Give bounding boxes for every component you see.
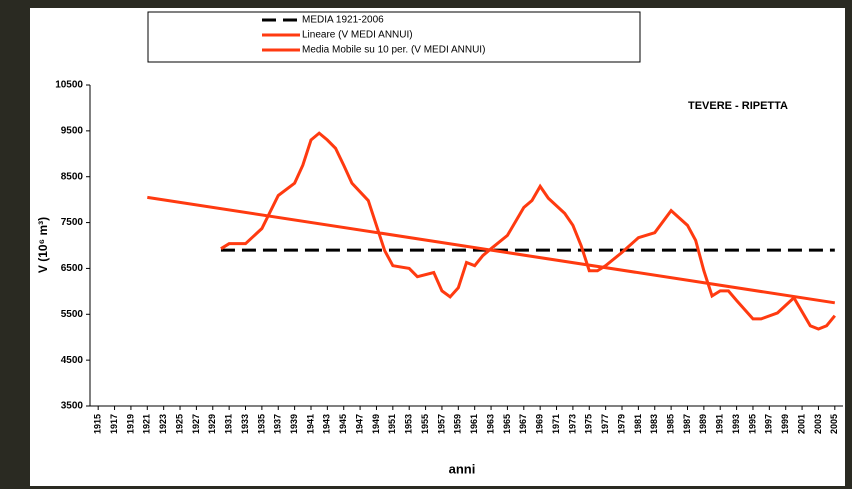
x-tick-label: 1995 bbox=[747, 414, 757, 434]
y-tick-label: 7500 bbox=[61, 217, 84, 228]
x-tick-label: 1977 bbox=[600, 414, 610, 434]
x-tick-label: 2003 bbox=[813, 414, 823, 434]
x-tick-label: 1937 bbox=[273, 414, 283, 434]
x-tick-label: 1975 bbox=[584, 414, 594, 434]
x-tick-label: 1925 bbox=[174, 414, 184, 434]
x-tick-label: 1991 bbox=[715, 414, 725, 434]
x-tick-label: 1947 bbox=[354, 414, 364, 434]
x-tick-label: 1923 bbox=[158, 414, 168, 434]
x-tick-label: 1951 bbox=[387, 414, 397, 434]
y-tick-label: 10500 bbox=[55, 80, 83, 91]
x-tick-label: 1993 bbox=[731, 414, 741, 434]
legend-label: Media Mobile su 10 per. (V MEDI ANNUI) bbox=[302, 45, 485, 56]
x-tick-label: 1927 bbox=[191, 414, 201, 434]
y-axis-label: V (10⁶ m³) bbox=[36, 217, 50, 273]
x-tick-label: 1915 bbox=[93, 414, 103, 434]
x-tick-label: 1989 bbox=[698, 414, 708, 434]
x-tick-label: 2001 bbox=[796, 414, 806, 434]
y-tick-label: 8500 bbox=[61, 171, 84, 182]
x-tick-label: 1979 bbox=[616, 414, 626, 434]
y-tick-label: 9500 bbox=[61, 125, 84, 136]
x-tick-label: 1941 bbox=[305, 414, 315, 434]
x-tick-label: 1961 bbox=[469, 414, 479, 434]
x-tick-label: 1965 bbox=[502, 414, 512, 434]
x-tick-label: 1919 bbox=[125, 414, 135, 434]
y-tick-label: 6500 bbox=[61, 263, 84, 274]
x-tick-label: 1987 bbox=[682, 414, 692, 434]
y-tick-label: 5500 bbox=[61, 309, 84, 320]
x-tick-label: 1955 bbox=[420, 414, 430, 434]
chart: TEVERE - RIPETTA anni V (10⁶ m³) 3500 450… bbox=[0, 0, 852, 489]
x-tick-label: 1929 bbox=[207, 414, 217, 434]
x-tick-label: 1973 bbox=[567, 414, 577, 434]
x-tick-label: 1997 bbox=[764, 414, 774, 434]
x-tick-label: 1931 bbox=[224, 414, 234, 434]
x-tick-label: 1921 bbox=[142, 414, 152, 434]
x-tick-label: 1963 bbox=[485, 414, 495, 434]
x-tick-label: 1999 bbox=[780, 414, 790, 434]
x-tick-label: 1969 bbox=[535, 414, 545, 434]
annotation: TEVERE - RIPETTA bbox=[688, 100, 788, 112]
x-tick-label: 1945 bbox=[338, 414, 348, 434]
x-tick-label: 1971 bbox=[551, 414, 561, 434]
x-tick-label: 1935 bbox=[256, 414, 266, 434]
x-tick-label: 1983 bbox=[649, 414, 659, 434]
x-tick-label: 1985 bbox=[665, 414, 675, 434]
x-tick-label: 1917 bbox=[109, 414, 119, 434]
x-tick-label: 1939 bbox=[289, 414, 299, 434]
y-tick-label: 4500 bbox=[61, 355, 84, 366]
legend-label: Lineare (V MEDI ANNUI) bbox=[302, 30, 413, 41]
y-tick-label: 3500 bbox=[61, 401, 84, 412]
x-tick-label: 1949 bbox=[371, 414, 381, 434]
x-axis-label: anni bbox=[449, 461, 476, 476]
x-tick-label: 1957 bbox=[436, 414, 446, 434]
x-tick-label: 1943 bbox=[322, 414, 332, 434]
x-tick-label: 1953 bbox=[404, 414, 414, 434]
page: TEVERE - RIPETTA anni V (10⁶ m³) 3500 450… bbox=[0, 0, 852, 489]
x-tick-label: 1981 bbox=[633, 414, 643, 434]
x-tick-label: 2005 bbox=[829, 414, 839, 434]
x-tick-label: 1967 bbox=[518, 414, 528, 434]
x-tick-label: 1933 bbox=[240, 414, 250, 434]
legend-label: MEDIA 1921-2006 bbox=[302, 15, 384, 26]
x-tick-label: 1959 bbox=[453, 414, 463, 434]
